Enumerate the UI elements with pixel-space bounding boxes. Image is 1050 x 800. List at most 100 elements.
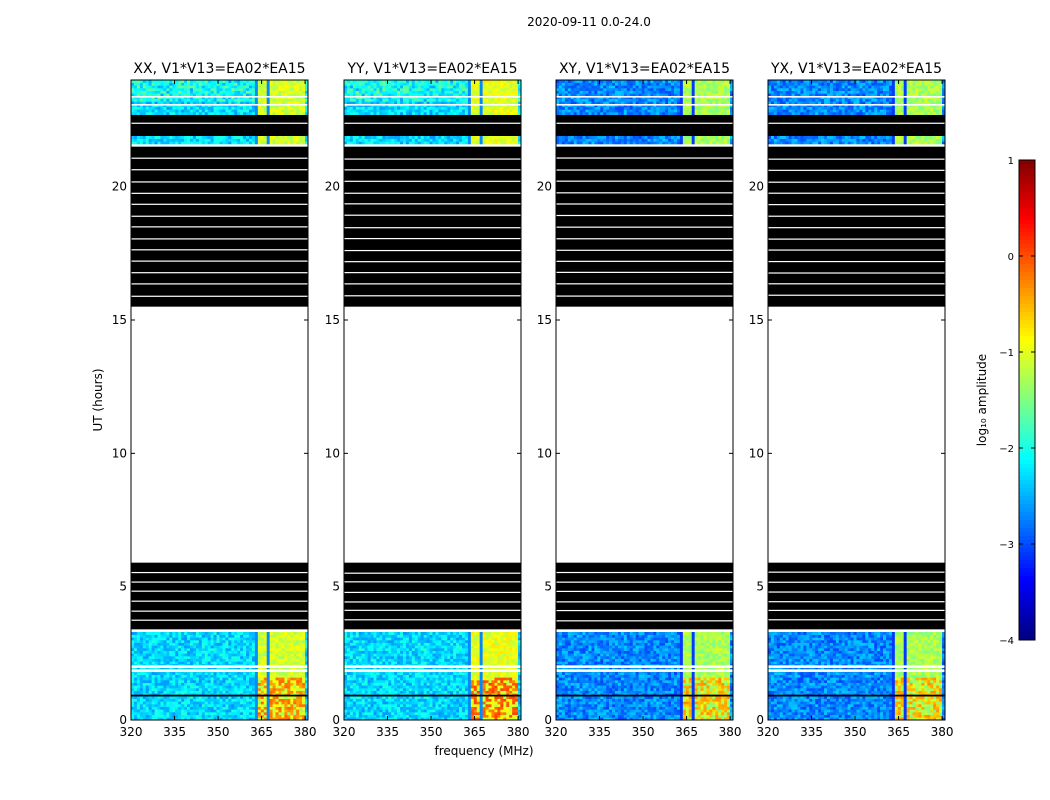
heatmap-cell bbox=[133, 101, 138, 105]
heatmap-cell bbox=[187, 141, 191, 145]
heatmap-cell bbox=[254, 717, 259, 721]
heatmap-cell bbox=[515, 656, 519, 659]
heatmap-cell bbox=[187, 696, 191, 699]
heatmap-cell bbox=[216, 653, 220, 657]
heatmap-cell bbox=[157, 85, 161, 89]
heatmap-cell bbox=[187, 90, 191, 94]
heatmap-cell bbox=[213, 714, 217, 718]
heatmap-cell bbox=[512, 717, 516, 721]
heatmap-cell bbox=[169, 85, 173, 89]
heatmap-cell bbox=[187, 666, 191, 670]
heatmap-cell bbox=[246, 717, 250, 721]
heatmap-cell bbox=[278, 680, 282, 683]
heatmap-cell bbox=[485, 706, 489, 710]
heatmap-cell bbox=[260, 632, 265, 635]
heatmap-cell bbox=[260, 93, 265, 97]
heatmap-cell bbox=[131, 648, 135, 651]
heatmap-cell bbox=[198, 138, 203, 142]
heatmap-cell bbox=[494, 688, 498, 691]
heatmap-cell bbox=[287, 717, 291, 721]
heatmap-cell bbox=[370, 648, 374, 651]
heatmap-cell bbox=[133, 93, 138, 97]
heatmap-cell bbox=[488, 648, 492, 651]
heatmap-cell bbox=[382, 706, 386, 710]
heatmap-cell bbox=[290, 661, 294, 665]
heatmap-cell bbox=[142, 93, 147, 97]
heatmap-cell bbox=[187, 712, 191, 715]
heatmap-cell bbox=[243, 696, 247, 699]
heatmap-cell bbox=[394, 701, 398, 705]
heatmap-cell bbox=[243, 637, 247, 641]
heatmap-cell bbox=[148, 696, 152, 699]
heatmap-cell bbox=[435, 704, 439, 707]
heatmap-cell bbox=[432, 634, 436, 638]
heatmap-cell bbox=[260, 90, 265, 94]
heatmap-cell bbox=[447, 653, 451, 657]
heatmap-cell bbox=[160, 138, 164, 142]
heatmap-cell bbox=[414, 645, 419, 649]
heatmap-cell bbox=[154, 640, 158, 643]
heatmap-cell bbox=[497, 634, 501, 638]
heatmap-cell bbox=[240, 106, 244, 110]
heatmap-cell bbox=[441, 706, 445, 710]
heatmap-cell bbox=[361, 698, 365, 702]
heatmap-cell bbox=[192, 656, 197, 659]
heatmap-cell bbox=[145, 632, 149, 635]
heatmap-cell bbox=[228, 661, 232, 665]
heatmap-cell bbox=[397, 653, 401, 657]
heatmap-cell bbox=[447, 661, 451, 665]
heatmap-cell bbox=[139, 141, 144, 145]
heatmap-cell bbox=[142, 80, 147, 83]
heatmap-cell bbox=[133, 714, 138, 718]
heatmap-cell bbox=[397, 666, 401, 670]
heatmap-cell bbox=[240, 696, 244, 699]
heatmap-cell bbox=[131, 650, 135, 654]
heatmap-cell bbox=[269, 656, 273, 659]
heatmap-cell bbox=[190, 682, 194, 686]
heatmap-cell bbox=[204, 682, 208, 686]
heatmap-cell bbox=[394, 661, 398, 665]
heatmap-cell bbox=[405, 701, 410, 705]
heatmap-cell bbox=[506, 709, 510, 713]
heatmap-cell bbox=[305, 82, 309, 86]
heatmap-cell bbox=[246, 632, 250, 635]
heatmap-cell bbox=[254, 658, 259, 662]
heatmap-cell bbox=[210, 653, 214, 657]
heatmap-cell bbox=[494, 714, 498, 718]
heatmap-cell bbox=[479, 704, 483, 707]
heatmap-cell bbox=[175, 682, 179, 686]
heatmap-cell bbox=[470, 658, 475, 662]
heatmap-cell bbox=[133, 706, 138, 710]
heatmap-cell bbox=[195, 650, 200, 654]
heatmap-cell bbox=[426, 688, 430, 691]
heatmap-cell bbox=[373, 642, 377, 646]
heatmap-cell bbox=[426, 685, 430, 689]
heatmap-cell bbox=[405, 677, 410, 681]
heatmap-cell bbox=[266, 714, 270, 718]
heatmap-cell bbox=[373, 680, 377, 683]
heatmap-cell bbox=[405, 714, 410, 718]
heatmap-cell bbox=[169, 656, 173, 659]
heatmap-cell bbox=[222, 717, 226, 721]
heatmap-cell bbox=[228, 658, 232, 662]
heatmap-cell bbox=[344, 674, 348, 678]
heatmap-cell bbox=[228, 698, 232, 702]
heatmap-cell bbox=[358, 714, 362, 718]
heatmap-cell bbox=[355, 653, 360, 657]
heatmap-cell bbox=[488, 712, 492, 715]
heatmap-cell bbox=[503, 704, 507, 707]
heatmap-cell bbox=[192, 661, 197, 665]
heatmap-cell bbox=[131, 701, 135, 705]
heatmap-cell bbox=[403, 640, 407, 643]
heatmap-cell bbox=[216, 640, 220, 643]
heatmap-cell bbox=[269, 698, 273, 702]
heatmap-cell bbox=[287, 632, 291, 635]
heatmap-cell bbox=[240, 701, 244, 705]
heatmap-cell bbox=[210, 645, 214, 649]
heatmap-cell bbox=[163, 80, 167, 83]
flag-gap-line bbox=[344, 283, 521, 285]
heatmap-cell bbox=[299, 136, 303, 139]
heatmap-cell bbox=[175, 658, 179, 662]
heatmap-cell bbox=[210, 709, 214, 713]
heatmap-cell bbox=[160, 90, 164, 94]
